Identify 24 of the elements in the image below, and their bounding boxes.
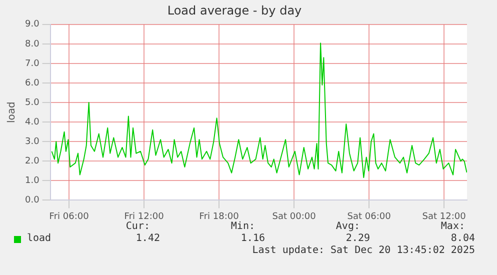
y-tick-label: 0.0 — [24, 196, 40, 206]
x-tick-label: Fri 12:00 — [124, 212, 164, 222]
y-tick-label: 3.0 — [24, 136, 40, 147]
y-tick-label: 6.0 — [24, 78, 40, 88]
y-axis-title: load — [6, 102, 18, 123]
text: Cur: 1.42 — [126, 221, 160, 244]
x-tick-label: Sat 12:00 — [422, 212, 466, 222]
y-tick-label: 5.0 — [24, 98, 40, 108]
y-tick-label: 9.0 — [24, 20, 40, 30]
x-tick-label: Fri 18:00 — [199, 212, 240, 222]
y-tick-label: 7.0 — [24, 58, 40, 69]
x-tick-label: Fri 06:00 — [49, 212, 90, 222]
y-tick-label: 1.0 — [24, 176, 40, 186]
text: Avg: 2.29 — [336, 221, 370, 244]
legend-label: load — [27, 233, 52, 244]
y-tick-label: 8.0 — [24, 39, 40, 50]
x-tick-label: Sat 00:00 — [272, 212, 316, 222]
x-tick-label: Sat 06:00 — [347, 212, 392, 222]
text: Min: 1.16 — [230, 221, 265, 244]
text: Last update: Sat Dec 20 13:45:02 2025 — [252, 245, 475, 256]
text: Max: 8.04 — [440, 221, 475, 244]
chart-title: Load average - by day — [167, 3, 302, 18]
y-tick-label: 2.0 — [24, 156, 40, 166]
y-tick-label: 4.0 — [24, 117, 40, 128]
